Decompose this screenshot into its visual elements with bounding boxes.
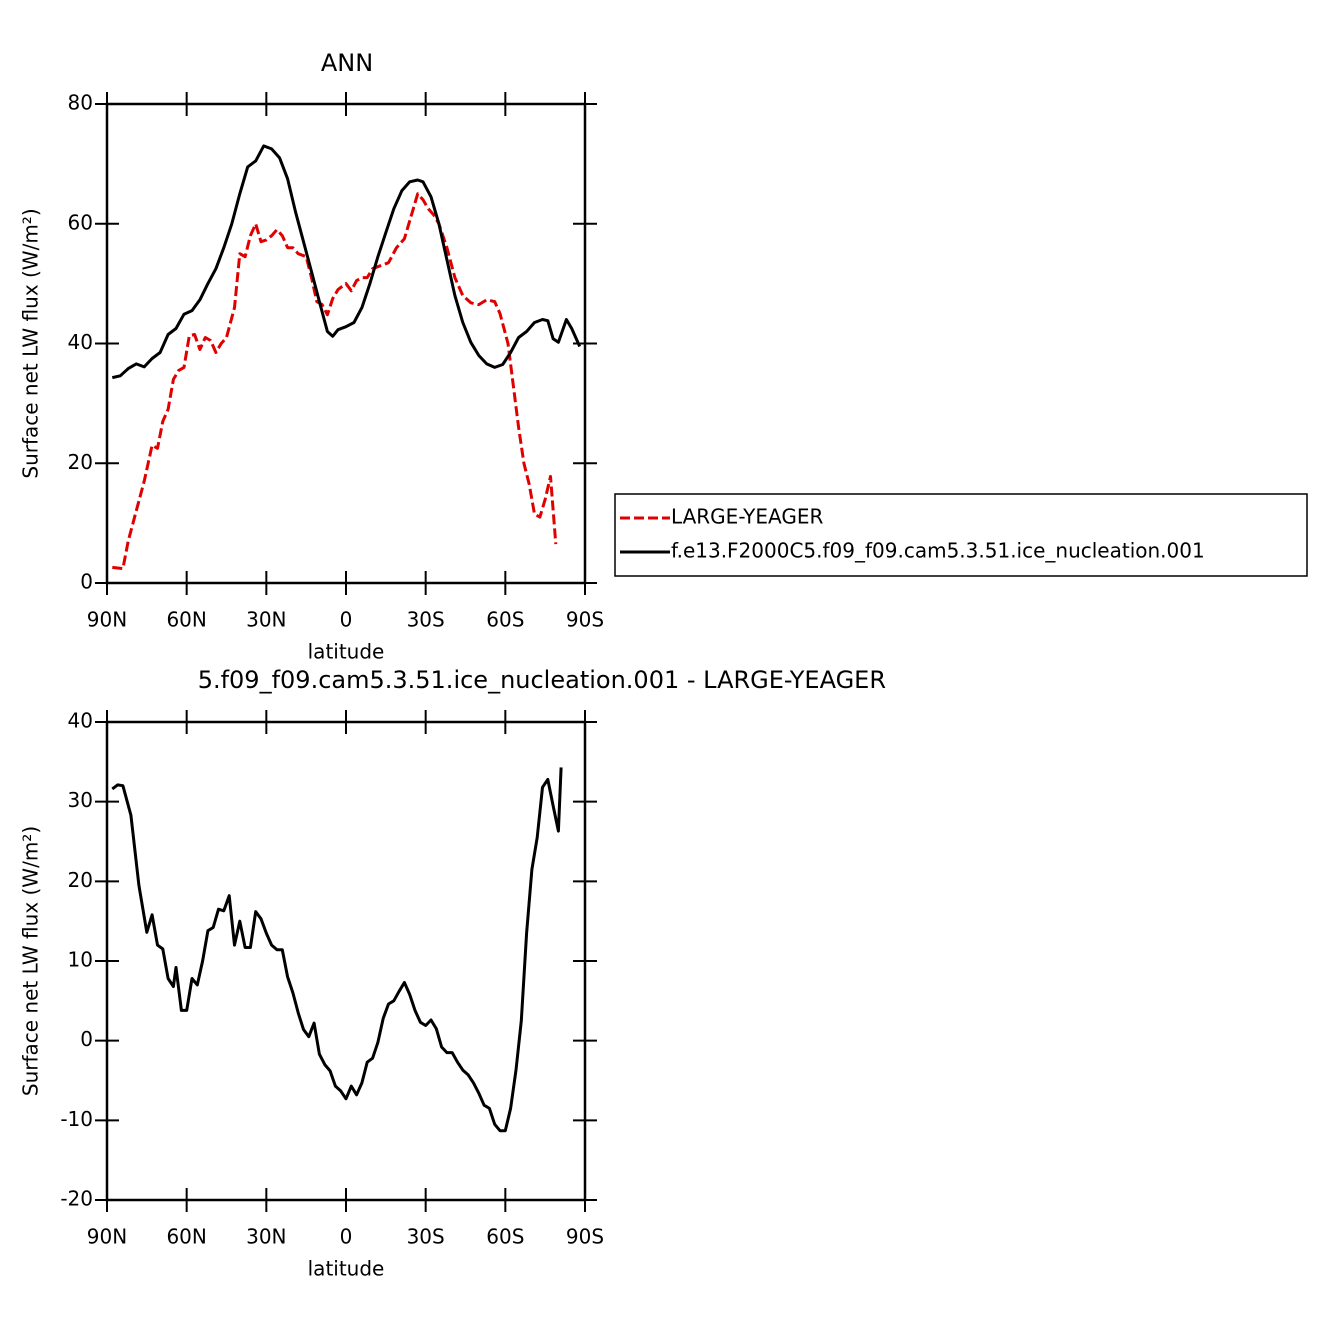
x-tick-label: 60S [486,1225,524,1249]
plot-frame [105,720,587,1202]
x-tick-label: 60N [166,1225,206,1249]
y-tick-label: 40 [68,709,93,733]
x-tick-label: 0 [340,1225,353,1249]
chart-title: 5.f09_f09.cam5.3.51.ice_nucleation.001 -… [198,666,886,694]
legend-box [614,493,1308,577]
legend-label: LARGE-YEAGER [671,505,823,529]
y-tick-label: 20 [68,868,93,892]
y-tick-label: 40 [68,330,93,354]
y-tick-label: -10 [60,1107,93,1131]
y-axis-label: Surface net LW flux (W/m²) [19,826,43,1096]
x-tick-label: 30N [246,1225,286,1249]
legend-label: f.e13.F2000C5.f09_f09.cam5.3.51.ice_nucl… [671,539,1205,563]
plot-frame [105,102,587,585]
data-line [111,767,563,1133]
x-tick-label: 60N [166,608,206,632]
x-tick-label: 30S [407,1225,445,1249]
x-tick-label: 90S [566,1225,604,1249]
x-tick-label: 60S [486,608,524,632]
x-tick-label: 30S [407,608,445,632]
x-tick-label: 0 [340,608,353,632]
x-tick-label: 30N [246,608,286,632]
y-tick-label: 60 [68,210,93,234]
chart-title: ANN [321,49,373,77]
y-axis-label: Surface net LW flux (W/m²) [19,208,43,478]
data-line [111,144,582,380]
x-axis-label: latitude [308,640,385,664]
y-tick-label: -20 [60,1187,93,1211]
y-tick-label: 10 [68,948,93,972]
data-line [112,192,558,571]
y-tick-label: 20 [68,450,93,474]
y-tick-label: 80 [68,91,93,115]
x-tick-label: 90N [87,1225,127,1249]
x-axis-label: latitude [308,1257,385,1281]
y-tick-label: 30 [68,788,93,812]
x-tick-label: 90S [566,608,604,632]
y-tick-label: 0 [80,1027,93,1051]
x-tick-label: 90N [87,608,127,632]
y-tick-label: 0 [80,570,93,594]
